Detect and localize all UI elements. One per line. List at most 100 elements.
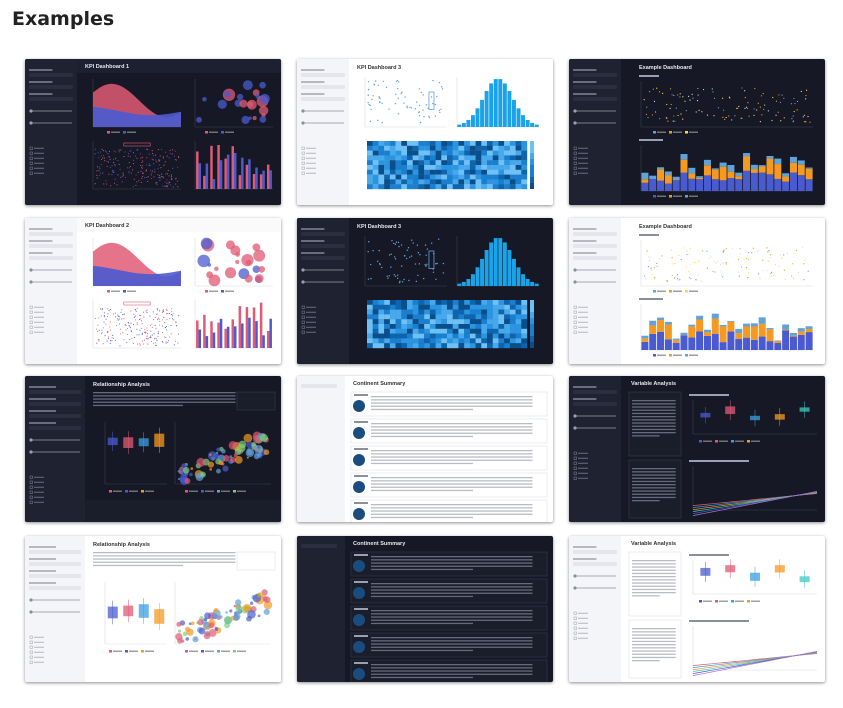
scatter-point xyxy=(380,266,383,269)
strip-point xyxy=(145,170,147,172)
strip-point xyxy=(139,344,141,346)
checkbox-label xyxy=(306,331,316,333)
example-card-continent-summary-dark[interactable]: Continent Summary xyxy=(297,536,553,682)
text-line xyxy=(632,592,676,594)
example-card-relationship-analysis-dark[interactable]: Relationship Analysis xyxy=(25,376,281,522)
strip-point xyxy=(97,152,99,154)
heatmap-cell xyxy=(475,328,482,334)
example-card-kpi-dashboard-2[interactable]: KPI Dashboard 2 xyxy=(25,218,281,364)
bubble xyxy=(180,639,185,643)
strip-point xyxy=(102,172,104,174)
heatmap-cell xyxy=(435,184,442,190)
strip-point xyxy=(126,342,128,344)
example-card-kpi-dashboard-3-light[interactable]: KPI Dashboard 3 xyxy=(297,59,553,205)
strip-point xyxy=(169,184,171,186)
text-line xyxy=(632,471,676,473)
scatter-point xyxy=(805,98,807,100)
scatter-point xyxy=(401,281,404,283)
stacked-bar-segment xyxy=(789,335,797,337)
strip-point xyxy=(136,323,138,325)
stacked-bar-segment xyxy=(774,340,782,343)
checkbox xyxy=(573,156,577,160)
scatter-point xyxy=(722,250,724,252)
example-card-example-dashboard-dark[interactable]: Example Dashboard xyxy=(569,59,825,205)
bar xyxy=(248,159,251,189)
heatmap-cell xyxy=(412,179,419,185)
strip-point xyxy=(157,318,159,320)
strip-point xyxy=(166,179,168,181)
heatmap-cell xyxy=(389,319,396,325)
colorbar-segment xyxy=(530,177,534,183)
example-card-continent-summary-light[interactable]: Continent Summary xyxy=(297,376,553,522)
scatter-point xyxy=(759,106,761,108)
strip-point xyxy=(123,318,125,320)
bubble xyxy=(208,629,217,637)
scatter-point xyxy=(662,92,664,94)
strip-point xyxy=(151,323,153,325)
bubble xyxy=(245,448,255,458)
legend-label xyxy=(673,290,682,292)
histogram-bar xyxy=(507,90,512,127)
strip-point xyxy=(154,344,156,346)
strip-point xyxy=(174,178,176,180)
strip-point xyxy=(98,340,100,342)
sidebar-control xyxy=(29,574,81,578)
scatter-point xyxy=(806,89,808,91)
text-line xyxy=(632,647,676,649)
example-card-kpi-dashboard-3-dark[interactable]: KPI Dashboard 3 xyxy=(297,218,553,364)
heatmap-cell xyxy=(429,324,436,329)
example-card-example-dashboard-light[interactable]: Example Dashboard xyxy=(569,218,825,364)
continent-name xyxy=(354,448,368,450)
heatmap-cell xyxy=(464,300,471,305)
heatmap-cell xyxy=(418,343,425,349)
strip-point xyxy=(172,167,174,169)
heatmap-cell xyxy=(458,333,465,339)
checkbox xyxy=(301,325,305,329)
legend-label xyxy=(657,195,666,197)
heatmap-cell xyxy=(521,328,528,334)
bubble xyxy=(177,629,182,633)
scatter-point xyxy=(390,253,392,255)
example-card-variable-analysis-light[interactable]: Variable Analysis xyxy=(569,536,825,682)
checkbox xyxy=(573,631,577,635)
checkbox xyxy=(573,320,577,324)
heatmap-cell xyxy=(389,141,396,146)
scatter-point xyxy=(738,271,740,273)
text-line xyxy=(632,563,676,565)
sidebar-label xyxy=(301,240,325,242)
scatter-point xyxy=(406,249,409,251)
example-card-relationship-analysis-light[interactable]: Relationship Analysis xyxy=(25,536,281,682)
panel xyxy=(628,391,682,457)
scatter-point xyxy=(720,274,723,276)
bubble xyxy=(257,594,261,598)
stacked-bar-segment xyxy=(735,328,743,334)
heatmap-cell xyxy=(424,155,431,161)
heatmap-cell xyxy=(378,324,385,329)
legend-swatch xyxy=(653,354,656,357)
stacked-bar-segment xyxy=(641,179,649,183)
scatter-point xyxy=(418,115,421,117)
strip-point xyxy=(156,339,158,341)
example-card-variable-analysis-dark[interactable]: Variable Analysis xyxy=(569,376,825,522)
strip-point xyxy=(98,174,100,176)
strip-point xyxy=(167,341,169,344)
heatmap-cell xyxy=(515,155,522,161)
example-card-kpi-dashboard-1[interactable]: KPI Dashboard 1 xyxy=(25,59,281,205)
text-line xyxy=(632,425,676,427)
legend-label xyxy=(205,490,214,492)
strip-point xyxy=(118,149,120,151)
heatmap-cell xyxy=(384,141,391,146)
strip-point xyxy=(130,310,132,312)
example-card-title: KPI Dashboard 1 xyxy=(85,64,130,70)
heatmap-cell xyxy=(481,179,488,185)
legend-label xyxy=(145,490,154,492)
strip-point xyxy=(146,164,148,166)
heatmap-cell xyxy=(407,165,413,170)
heatmap-cell xyxy=(384,300,391,305)
heatmap-cell xyxy=(441,141,448,146)
bubble xyxy=(191,621,195,626)
heatmap-cell xyxy=(452,300,459,305)
heatmap-cell xyxy=(447,319,453,325)
heatmap-cell xyxy=(384,169,391,175)
scatter-point xyxy=(804,259,806,262)
